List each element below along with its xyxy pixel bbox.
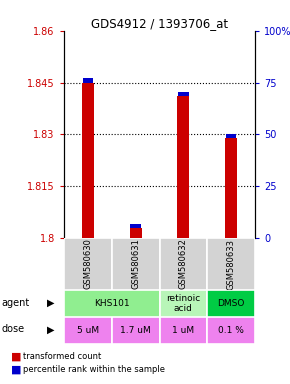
Bar	[160, 238, 207, 290]
Text: DMSO: DMSO	[218, 299, 245, 308]
Bar	[112, 238, 160, 290]
Bar	[130, 228, 142, 238]
Bar	[225, 138, 237, 238]
Text: ▶: ▶	[47, 298, 55, 308]
Text: ■: ■	[11, 351, 21, 361]
Bar	[130, 223, 141, 228]
Title: GDS4912 / 1393706_at: GDS4912 / 1393706_at	[91, 17, 228, 30]
Text: 1 uM: 1 uM	[172, 326, 195, 335]
Text: percentile rank within the sample: percentile rank within the sample	[23, 365, 165, 374]
Text: GSM580631: GSM580631	[131, 238, 140, 290]
Text: agent: agent	[1, 298, 30, 308]
Bar	[226, 134, 236, 138]
Bar	[64, 290, 160, 317]
Bar	[83, 78, 93, 83]
Bar	[207, 317, 255, 344]
Text: GSM580630: GSM580630	[83, 238, 92, 290]
Bar	[207, 238, 255, 290]
Bar	[207, 290, 255, 317]
Text: GSM580632: GSM580632	[179, 238, 188, 290]
Bar	[82, 83, 94, 238]
Bar	[177, 96, 189, 238]
Text: KHS101: KHS101	[94, 299, 129, 308]
Bar	[160, 290, 207, 317]
Text: transformed count: transformed count	[23, 352, 101, 361]
Text: retinoic
acid: retinoic acid	[166, 294, 201, 313]
Text: 1.7 uM: 1.7 uM	[120, 326, 151, 335]
Bar	[64, 238, 112, 290]
Text: ■: ■	[11, 364, 21, 374]
Text: 0.1 %: 0.1 %	[218, 326, 244, 335]
Text: GSM580633: GSM580633	[227, 238, 236, 290]
Bar	[64, 317, 112, 344]
Text: ▶: ▶	[47, 324, 55, 334]
Bar	[112, 317, 160, 344]
Text: dose: dose	[1, 324, 25, 334]
Bar	[178, 92, 188, 96]
Text: 5 uM: 5 uM	[77, 326, 99, 335]
Bar	[160, 317, 207, 344]
